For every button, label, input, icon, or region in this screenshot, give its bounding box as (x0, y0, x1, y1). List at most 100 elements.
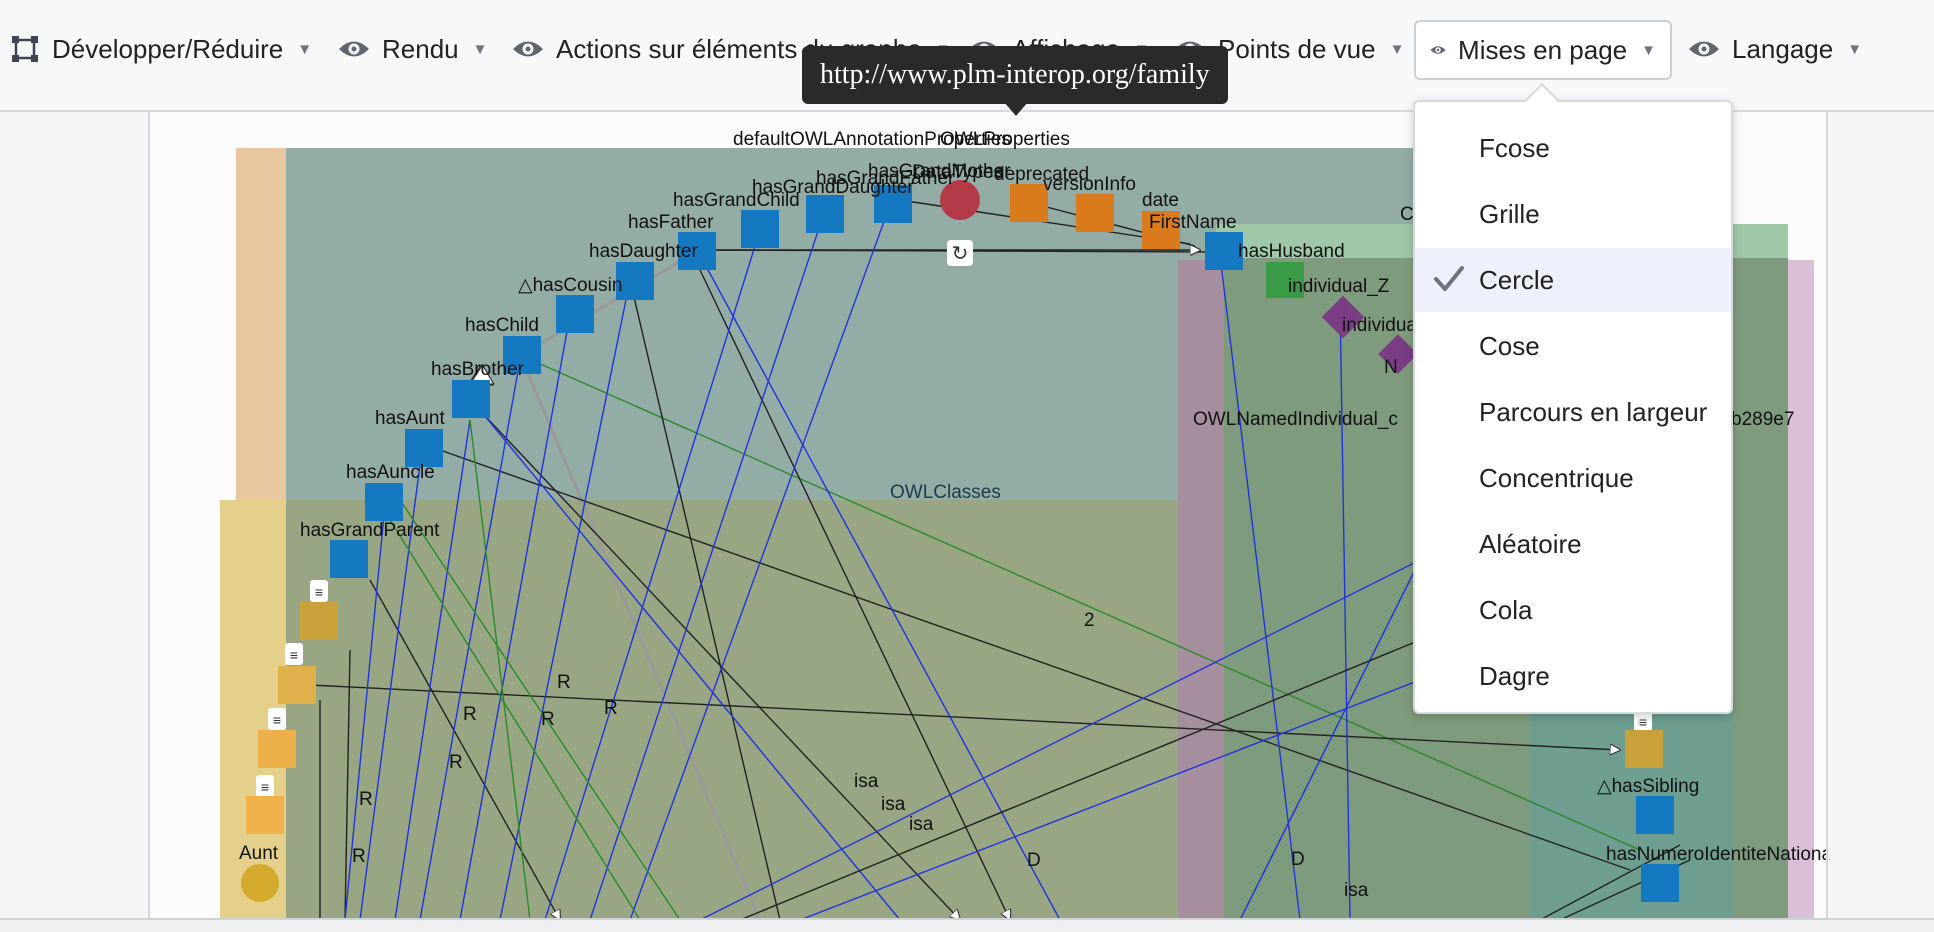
edges (309, 199, 1691, 920)
node-aunt[interactable] (241, 864, 279, 902)
node-label: individual_ (1342, 315, 1432, 336)
node-class[interactable] (278, 666, 316, 704)
chevron-down-icon: ▼ (297, 40, 313, 58)
edge-label: isa (909, 814, 934, 835)
node-has-daughter[interactable] (556, 295, 594, 333)
node-label: △hasSibling (1597, 776, 1699, 797)
node-label: deprecated (994, 164, 1089, 185)
menu-item-label: Cercle (1479, 264, 1555, 295)
group-owl-classes (286, 500, 1186, 920)
menu-item-fcose[interactable]: Fcose (1415, 116, 1731, 180)
node-version-info[interactable] (1076, 194, 1114, 232)
node-has-grand-daughter[interactable] (741, 210, 779, 248)
edge-label: 2 (1084, 610, 1095, 631)
node-label: hasAunt (375, 408, 445, 429)
node-has-brother[interactable] (405, 429, 443, 467)
node-date[interactable] (1142, 211, 1180, 249)
expand-badge[interactable] (1634, 710, 1652, 732)
expand-badge[interactable] (310, 580, 328, 602)
property-nodes[interactable] (330, 185, 1679, 902)
group-label-partial-id: b289e7 (1731, 409, 1794, 430)
node-label: FirstName (1149, 212, 1237, 233)
toolbar-mises-en-page[interactable]: Mises en page ▼ (1414, 20, 1672, 80)
node-has-grand-parent[interactable] (1205, 232, 1243, 270)
toolbar-langage[interactable]: Langage ▼ (1688, 22, 1862, 76)
chevron-down-icon: ▼ (1389, 40, 1405, 58)
menu-item-cose[interactable]: Cose (1415, 314, 1731, 378)
menu-item-parcours-en-largeur[interactable]: Parcours en largeur (1415, 380, 1731, 444)
node-label: Aunt (239, 843, 279, 864)
node-class[interactable] (300, 602, 338, 640)
node-label: N (1384, 357, 1398, 378)
menu-item-aleatoire[interactable]: Aléatoire (1415, 512, 1731, 576)
node-has-grand-mother[interactable] (874, 185, 912, 223)
toolbar-expand-collapse[interactable]: Développer/Réduire ▼ (10, 22, 312, 76)
toolbar-rendu[interactable]: Rendu ▼ (338, 22, 487, 76)
node-individual[interactable] (1321, 295, 1365, 339)
expand-badge-icon: ≡ (273, 712, 281, 728)
node-class[interactable] (1625, 730, 1663, 768)
node-label: hasFather (628, 212, 714, 233)
checkmark-icon (1434, 266, 1464, 291)
node-tooltip: http://www.plm-interop.org/family (802, 46, 1228, 104)
group-label-owl-classes: OWLClasses (890, 482, 1001, 503)
edge-label: D (1291, 849, 1305, 870)
node-label: hasAuncle (346, 462, 435, 483)
toolbar-langage-label: Langage (1732, 33, 1834, 64)
node-label: date (1142, 190, 1179, 211)
menu-item-dagre[interactable]: Dagre (1415, 644, 1731, 708)
refresh-icon[interactable] (947, 240, 973, 266)
eye-icon (1430, 46, 1446, 54)
node-has-grand-child[interactable] (678, 232, 716, 270)
node-has-child[interactable] (452, 380, 490, 418)
node-label: hasHusband (1238, 241, 1345, 262)
menu-item-label: Concentrique (1479, 462, 1634, 493)
edge-label: R (463, 704, 477, 725)
node-datatype[interactable] (940, 180, 980, 220)
edge-label: isa (881, 794, 906, 815)
node-has-cousin[interactable] (503, 336, 541, 374)
edge-label: R (359, 789, 373, 810)
expand-badges[interactable]: ≡ ≡ ≡ ≡ ≡ (256, 580, 1652, 797)
node-has-sibling[interactable] (1641, 864, 1679, 902)
menu-item-label: Parcours en largeur (1479, 396, 1708, 427)
node-individual-z[interactable] (1266, 262, 1304, 298)
expand-badge[interactable] (268, 708, 286, 730)
node-has-aunt[interactable] (365, 483, 403, 521)
expand-badge[interactable] (256, 775, 274, 797)
menu-item-label: Cola (1479, 594, 1533, 625)
expand-badge[interactable] (285, 643, 303, 665)
node-label: hasGrandDaughter (752, 177, 914, 198)
menu-item-label: Grille (1479, 198, 1540, 229)
menu-item-label: Fcose (1479, 132, 1550, 163)
node-label: versionInfo (1043, 174, 1136, 195)
node-class[interactable] (246, 796, 284, 834)
node-label: hasDaughter (589, 241, 698, 262)
refresh-icon-glyph: ↻ (952, 243, 969, 265)
node-deprecated[interactable] (1010, 184, 1048, 222)
menu-item-label: Dagre (1479, 660, 1550, 691)
menu-item-cola[interactable]: Cola (1415, 578, 1731, 642)
expand-badge-icon: ≡ (1639, 714, 1647, 730)
node-has-father[interactable] (616, 262, 654, 300)
node-class[interactable] (258, 730, 296, 768)
expand-badge-icon: ≡ (315, 584, 323, 600)
chevron-down-icon: ▼ (1641, 41, 1656, 59)
node-label: individual_Z (1288, 276, 1390, 297)
menu-item-grille[interactable]: Grille (1415, 182, 1731, 246)
node-has-husband[interactable] (1636, 796, 1674, 834)
node-label: hasGrandParent (300, 520, 440, 541)
node-has-auncle[interactable] (330, 540, 368, 578)
edge-label: isa (1344, 880, 1369, 901)
menu-item-concentrique[interactable]: Concentrique (1415, 446, 1731, 510)
node-label: hasGrandChild (673, 190, 800, 211)
group-mauve (1178, 260, 1226, 920)
node-label: hasGrandMother (868, 161, 1011, 182)
node-labels: hasGrandMother hasGrandFather hasGrandDa… (239, 161, 1826, 865)
toolbar-points-de-vue-label: Points de vue (1218, 33, 1376, 64)
other-nodes[interactable]: ↻ (241, 180, 1663, 902)
toolbar-mises-en-page-label: Mises en page (1458, 34, 1628, 65)
edge-labels: R R R R R R R isa isa isa isa D D 2 (352, 610, 1369, 901)
menu-item-cercle[interactable]: Cercle (1415, 248, 1731, 312)
node-has-grand-father[interactable] (806, 195, 844, 233)
